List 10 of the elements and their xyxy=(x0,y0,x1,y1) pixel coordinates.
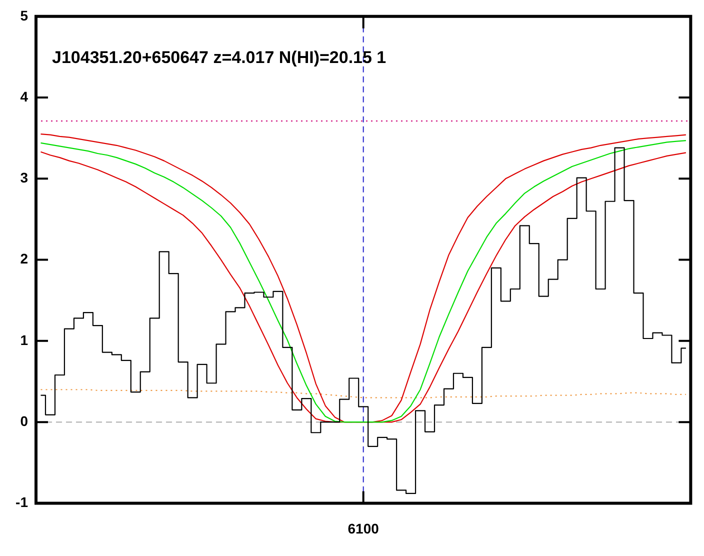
y-tick-label: -1 xyxy=(16,494,28,510)
x-tick-label: 6100 xyxy=(348,520,380,536)
y-tick-label: 0 xyxy=(20,412,28,429)
y-tick-label: 2 xyxy=(20,250,28,267)
y-tick-label: 5 xyxy=(20,7,28,24)
line-series xyxy=(40,389,686,398)
y-tick-label: 3 xyxy=(20,170,28,186)
y-tick-label: 4 xyxy=(20,88,28,104)
annotation: J104351.20+650647 z=4.017 N(HI)=20.15 1 xyxy=(52,48,386,68)
y-tick-label: 1 xyxy=(20,332,28,348)
